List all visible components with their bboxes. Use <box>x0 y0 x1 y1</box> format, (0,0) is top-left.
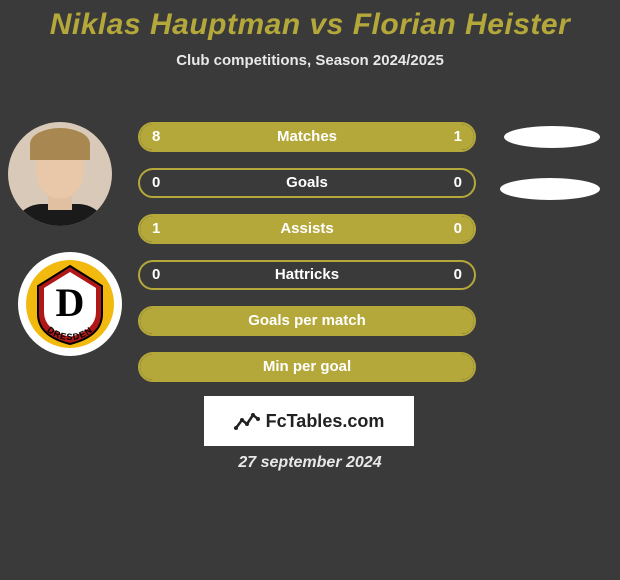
player-right-avatar-placeholder-1 <box>504 126 600 148</box>
stat-value-left: 0 <box>152 262 160 288</box>
stat-row: Goals0 0 <box>138 168 476 198</box>
player-left-avatar <box>8 122 112 226</box>
stat-label: Min per goal <box>140 354 474 380</box>
page-title: Niklas Hauptman vs Florian Heister <box>0 0 620 42</box>
footer-brand: FcTables.com <box>204 396 414 446</box>
subtitle: Club competitions, Season 2024/2025 <box>0 52 620 69</box>
stat-value-right: 1 <box>454 124 462 150</box>
stat-label: Assists <box>140 216 474 242</box>
stat-row: Min per goal <box>138 352 476 382</box>
stat-value-right: 0 <box>454 170 462 196</box>
stat-value-right: 0 <box>454 262 462 288</box>
stat-value-right: 0 <box>454 216 462 242</box>
stat-label: Matches <box>140 124 474 150</box>
fctables-logo-icon <box>234 410 260 432</box>
stat-label: Hattricks <box>140 262 474 288</box>
player-right-avatar-placeholder-2 <box>500 178 600 200</box>
svg-text:D: D <box>56 280 85 325</box>
stat-label: Goals <box>140 170 474 196</box>
stat-value-left: 0 <box>152 170 160 196</box>
date: 27 september 2024 <box>0 454 620 472</box>
stat-row: Matches8 1 <box>138 122 476 152</box>
footer-brand-text: FcTables.com <box>266 411 385 432</box>
stat-value-left: 1 <box>152 216 160 242</box>
stats-panel: Matches81Goals00Assists10Hattricks00Goal… <box>138 122 476 398</box>
stat-row: Hattricks0 0 <box>138 260 476 290</box>
stat-row: Goals per match <box>138 306 476 336</box>
stat-label: Goals per match <box>140 308 474 334</box>
club-badge: D DRESDEN <box>18 252 122 356</box>
stat-value-left: 8 <box>152 124 160 150</box>
stat-row: Assists1 0 <box>138 214 476 244</box>
